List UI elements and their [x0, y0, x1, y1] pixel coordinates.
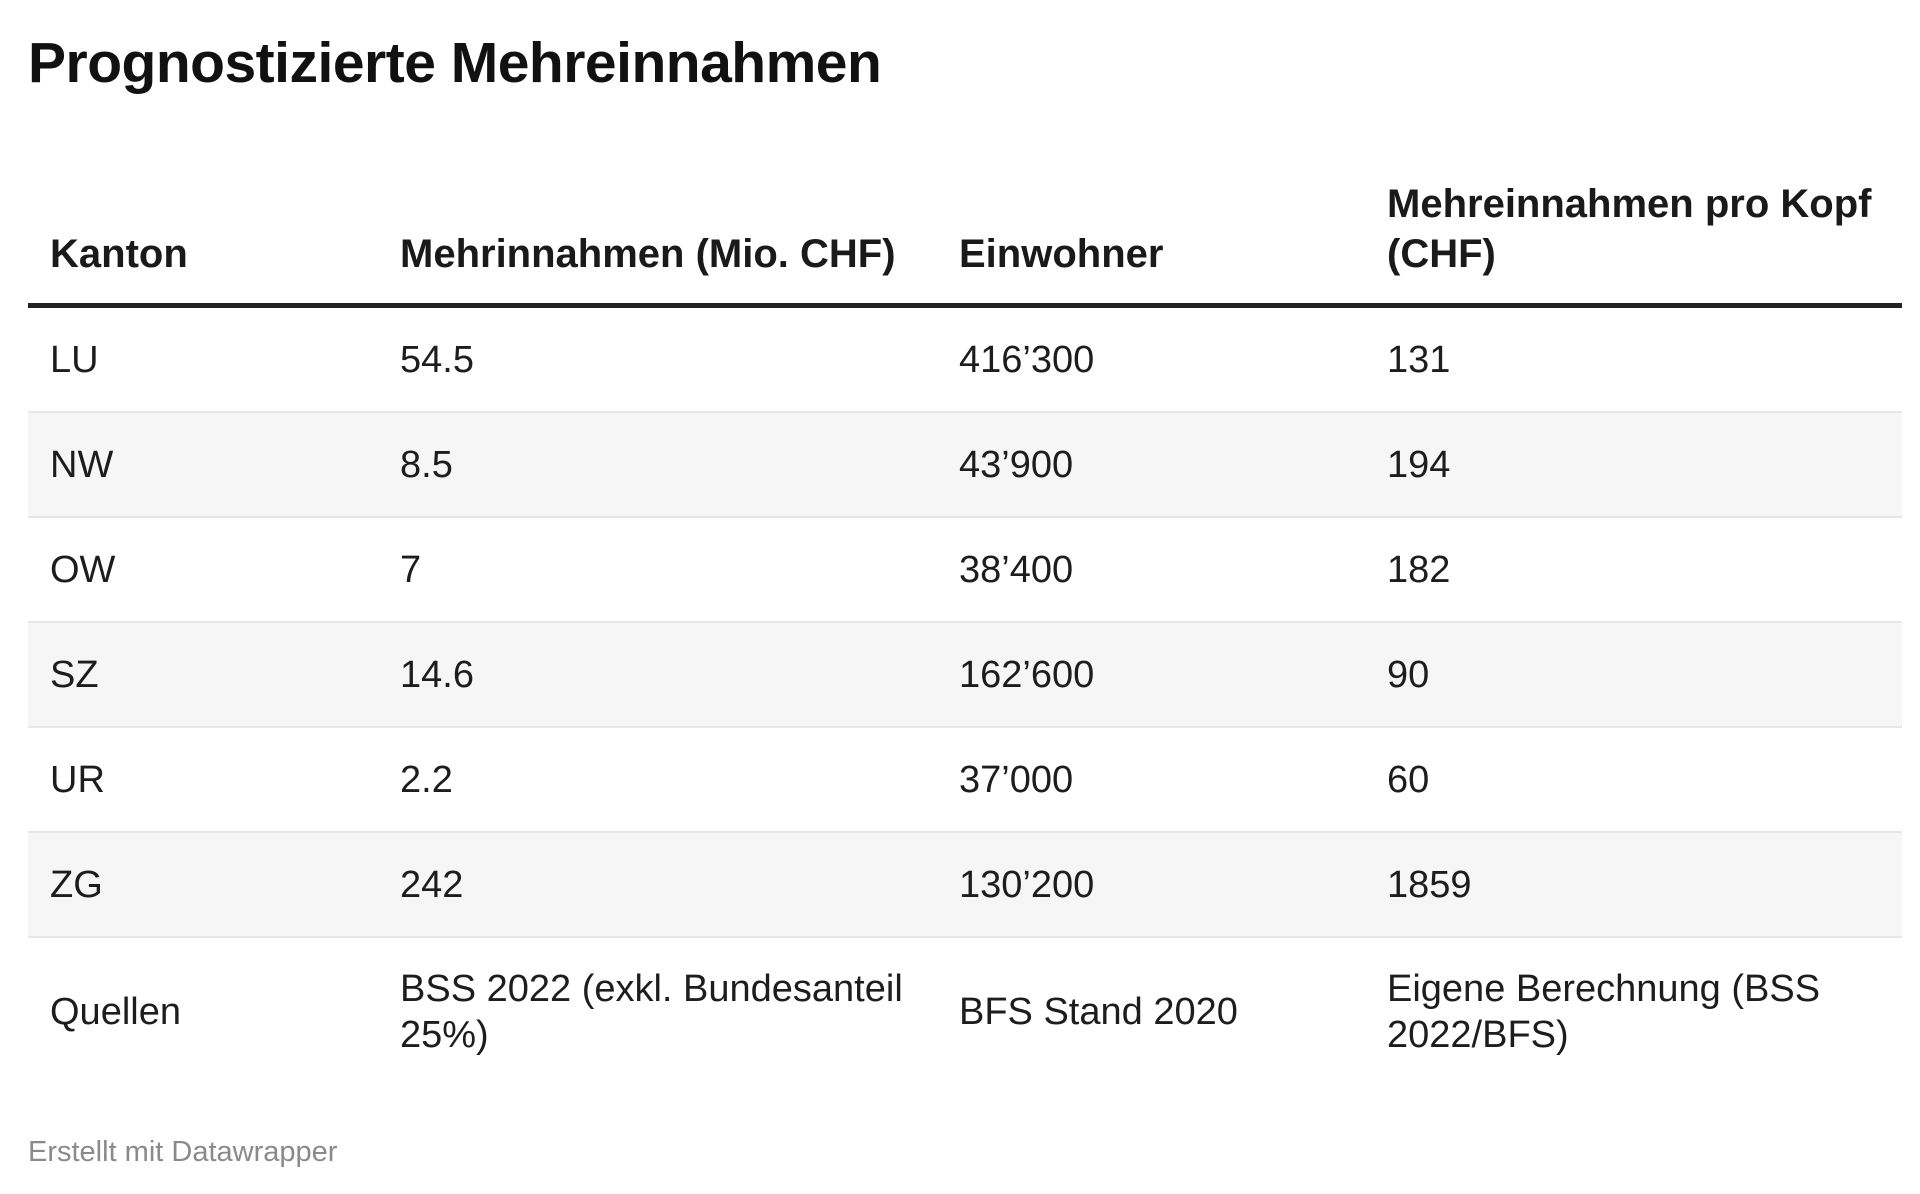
- table-row: NW 8.5 43’900 194: [28, 412, 1902, 518]
- table-cell: 2.2: [378, 727, 937, 833]
- table-cell: 54.5: [378, 305, 937, 413]
- table-cell: 14.6: [378, 622, 937, 728]
- chart-title: Prognostizierte Mehreinnahmen: [28, 31, 882, 95]
- table-cell: 43’900: [937, 412, 1365, 518]
- table-cell: Quellen: [50, 991, 181, 1033]
- table-cell: 162’600: [937, 622, 1365, 728]
- table-row: ZG 242 130’200 1859: [28, 832, 1902, 938]
- table-cell: 90: [1365, 622, 1902, 728]
- table-row: UR 2.2 37’000 60: [28, 727, 1902, 833]
- table-cell: ZG: [28, 832, 378, 938]
- table-cell: 182: [1365, 517, 1902, 623]
- table-row-sources: Quellen BSS 2022 (exkl. Bundesanteil 25%…: [28, 937, 1902, 1086]
- table-header: Kanton Mehrinnahmen (Mio. CHF) Einwohner…: [28, 175, 1902, 308]
- table-cell: 131: [1365, 305, 1902, 413]
- table-cell: 7: [378, 517, 937, 623]
- table-cell: UR: [28, 727, 378, 833]
- table-cell: BSS 2022 (exkl. Bundesanteil 25%): [400, 968, 903, 1056]
- column-header-kanton[interactable]: Kanton: [28, 175, 378, 308]
- table-cell: OW: [28, 517, 378, 623]
- table-cell: 8.5: [378, 412, 937, 518]
- table-cell: 37’000: [937, 727, 1365, 833]
- table-cell: 194: [1365, 412, 1902, 518]
- table-cell: Eigene Berechnung (BSS 2022/BFS): [1387, 968, 1821, 1056]
- header-row: Kanton Mehrinnahmen (Mio. CHF) Einwohner…: [28, 175, 1902, 308]
- column-header-einwohner[interactable]: Einwohner: [937, 175, 1365, 308]
- table-cell: NW: [28, 412, 378, 518]
- table-cell: 1859: [1365, 832, 1902, 938]
- table-row: LU 54.5 416’300 131: [28, 305, 1902, 413]
- table-cell: 242: [378, 832, 937, 938]
- table-cell: BFS Stand 2020: [959, 991, 1238, 1033]
- data-table: Kanton Mehrinnahmen (Mio. CHF) Einwohner…: [28, 175, 1902, 1086]
- footer-credit[interactable]: Erstellt mit Datawrapper: [28, 1136, 338, 1168]
- table-cell: LU: [28, 305, 378, 413]
- table-cell: SZ: [28, 622, 378, 728]
- column-header-pro-kopf[interactable]: Mehreinnahmen pro Kopf (CHF): [1365, 175, 1902, 308]
- column-header-mehrinnahmen[interactable]: Mehrinnahmen (Mio. CHF): [378, 175, 937, 308]
- table-cell: 130’200: [937, 832, 1365, 938]
- table-body: LU 54.5 416’300 131 NW 8.5 43’900 194 OW…: [28, 305, 1902, 1087]
- table-row: OW 7 38’400 182: [28, 517, 1902, 623]
- table-row: SZ 14.6 162’600 90: [28, 622, 1902, 728]
- table-cell: 60: [1365, 727, 1902, 833]
- table-cell: 38’400: [937, 517, 1365, 623]
- table-cell: 416’300: [937, 305, 1365, 413]
- data-table-container: Kanton Mehrinnahmen (Mio. CHF) Einwohner…: [28, 175, 1902, 1086]
